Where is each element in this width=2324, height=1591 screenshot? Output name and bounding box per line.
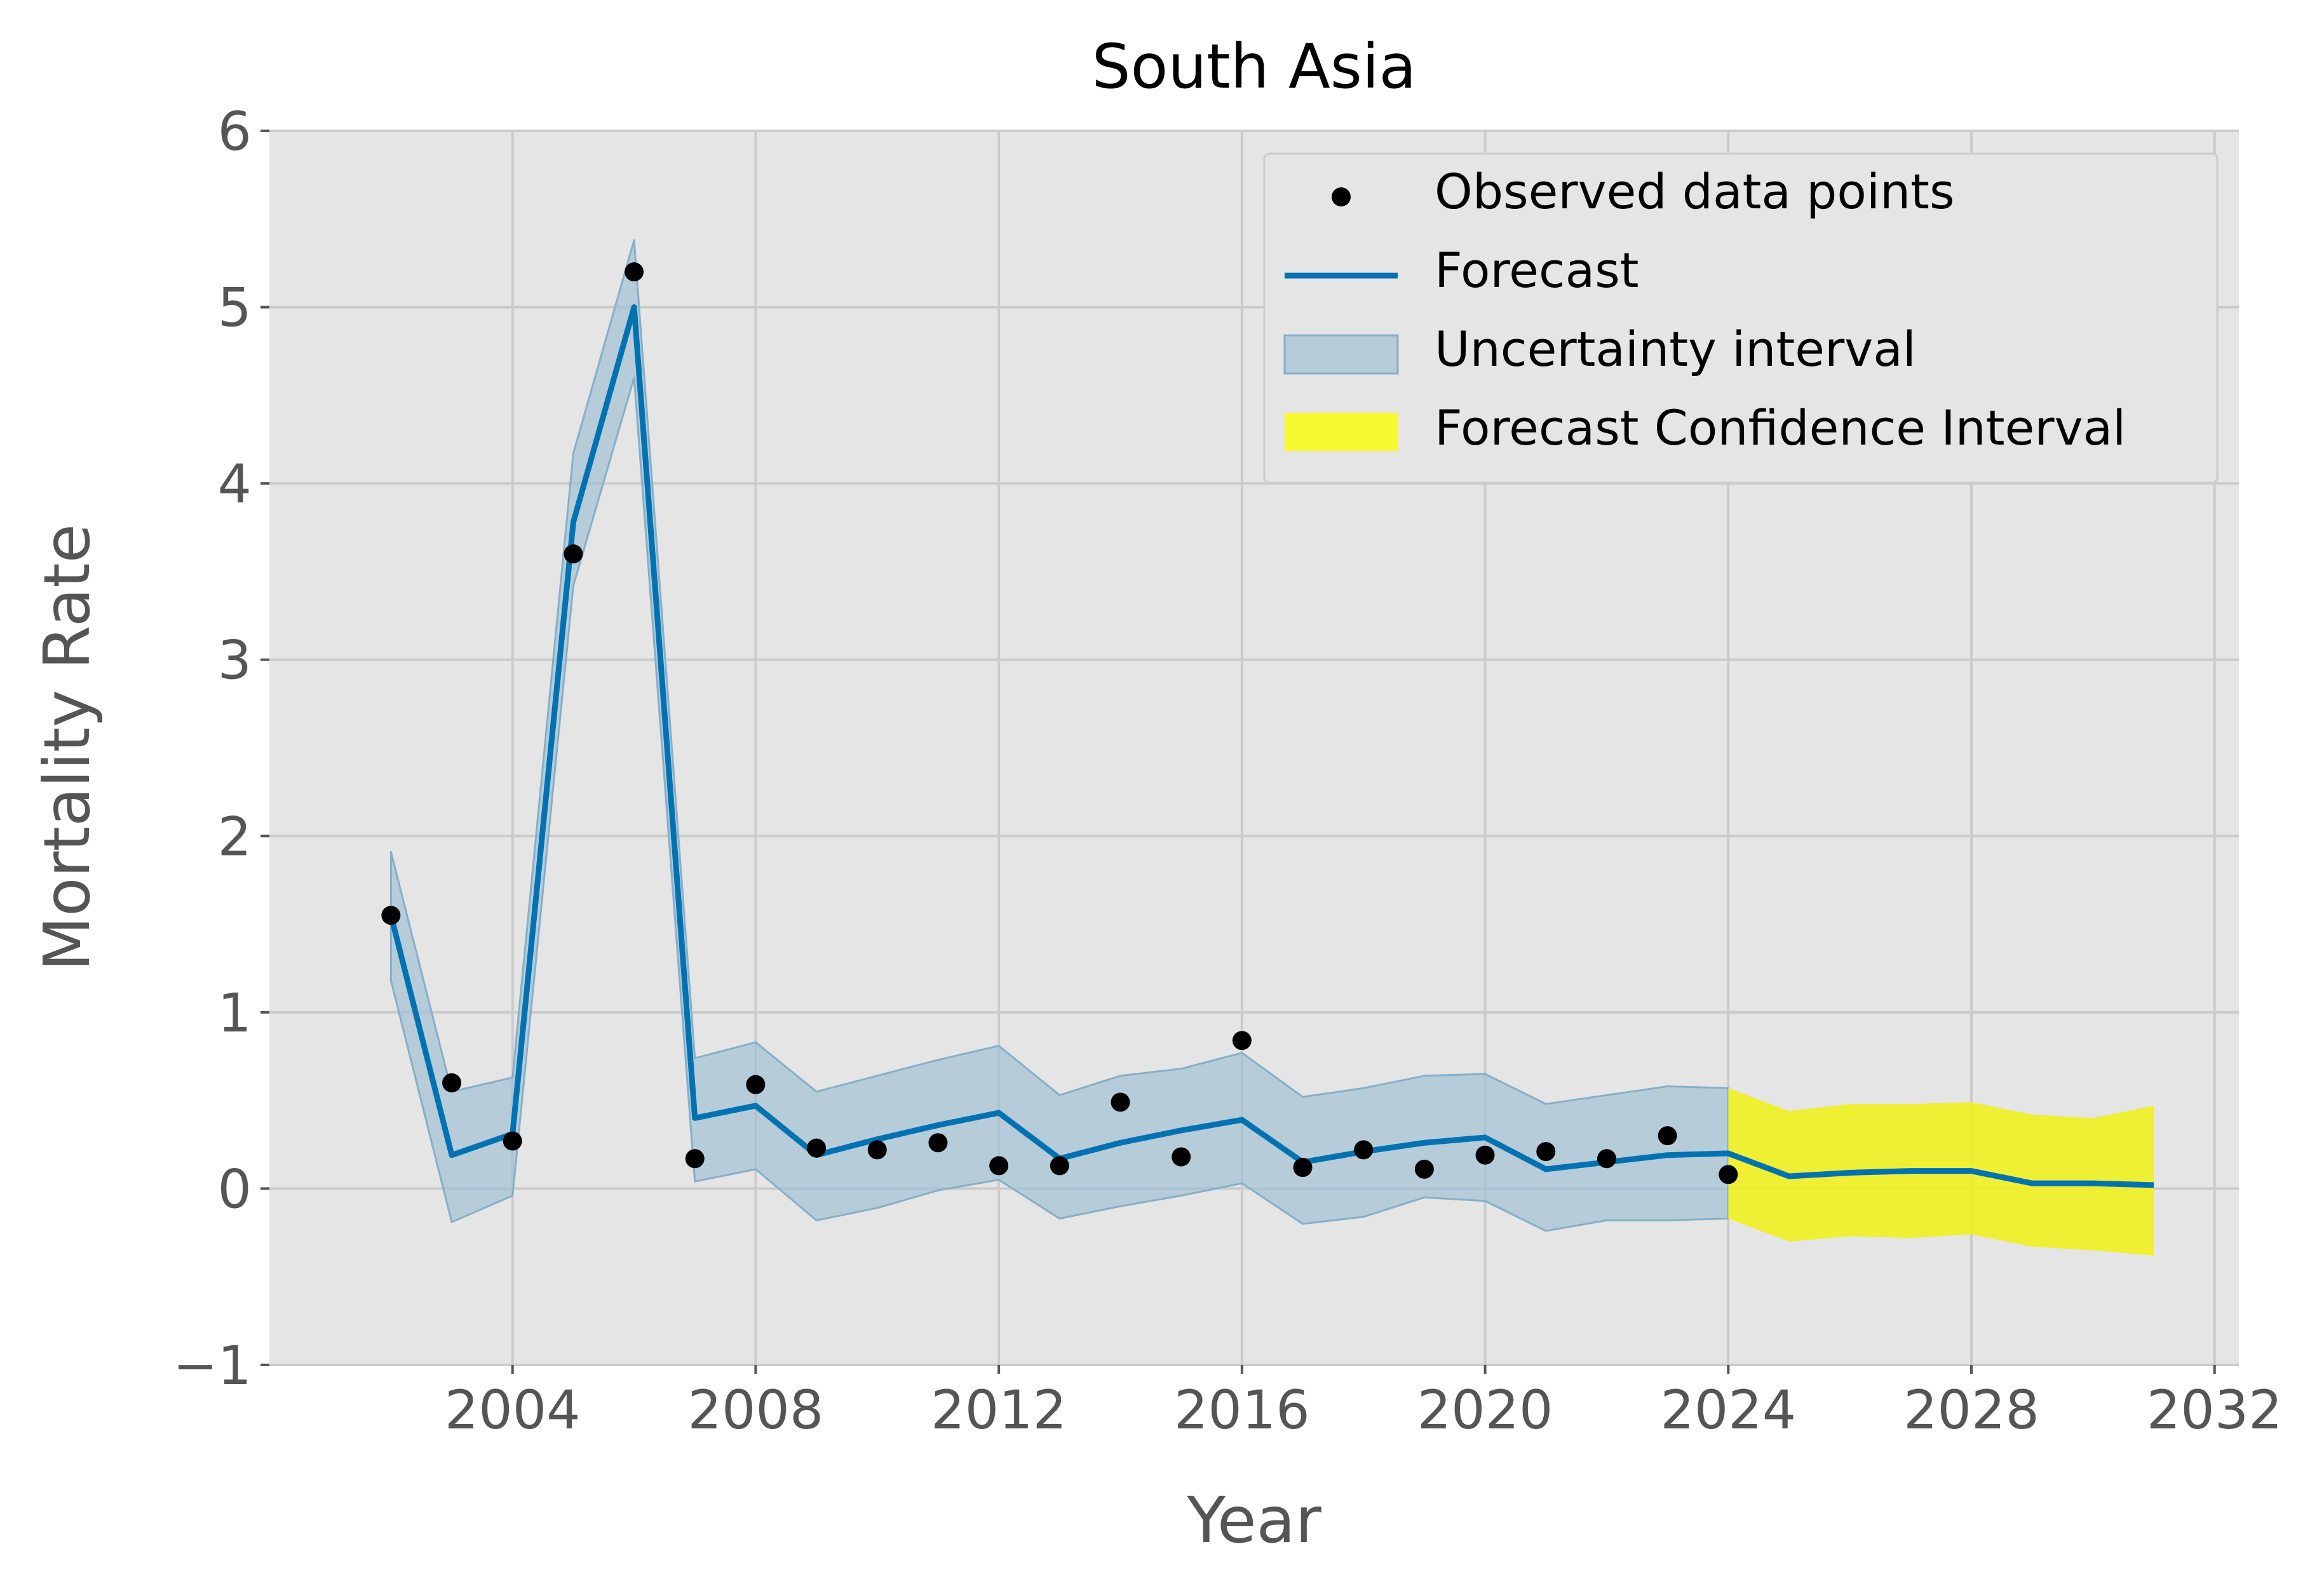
legend: Observed data points Forecast Uncertaint… [1263, 152, 2219, 484]
observed-points-layer [381, 262, 1738, 1185]
observed-data-point [1111, 1092, 1130, 1112]
observed-data-point [928, 1133, 948, 1153]
x-tick-label: 2032 [2147, 1379, 2283, 1441]
y-tick-label: 3 [218, 629, 252, 692]
observed-data-point [503, 1131, 522, 1151]
x-tick-label: 2024 [1660, 1379, 1796, 1441]
observed-data-point [381, 906, 401, 925]
legend-box [1263, 152, 2219, 484]
y-tick-label: 6 [218, 100, 252, 163]
observed-data-point [1172, 1147, 1191, 1167]
observed-data-point [625, 262, 644, 282]
observed-data-point [1232, 1031, 1252, 1051]
axes: 2004 2008 2012 2016 2020 2024 2028 2032 −1 0 1 2 3 4 5… [173, 100, 2282, 1441]
x-tick-label: 2020 [1417, 1379, 1553, 1441]
observed-data-point [1536, 1142, 1556, 1162]
y-tick-label: 1 [218, 982, 252, 1044]
observed-data-point [564, 544, 583, 564]
legend-label-observed: Observed data points [1435, 163, 1955, 220]
observed-data-point [746, 1075, 766, 1094]
observed-data-point [1475, 1145, 1495, 1165]
legend-label-uncertainty: Uncertainty interval [1435, 321, 1916, 377]
x-tick-label: 2008 [688, 1379, 824, 1441]
legend-label-forecast: Forecast [1435, 242, 1639, 299]
y-tick-label: 2 [218, 805, 252, 868]
forecast-line-layer [388, 304, 2154, 1188]
y-tick-label: 0 [218, 1158, 252, 1220]
uncertainty-interval-band [389, 239, 1729, 1232]
x-tick-label: 2004 [445, 1379, 581, 1441]
observed-data-point [1597, 1149, 1616, 1169]
observed-data-point [442, 1073, 462, 1092]
legend-marker-uncertainty [1283, 334, 1399, 375]
y-tick-label: 4 [218, 453, 252, 515]
observed-data-point [1050, 1156, 1069, 1176]
observed-data-point [1658, 1126, 1677, 1146]
legend-label-confidence: Forecast Confidence Interval [1435, 399, 2126, 456]
observed-data-point [1354, 1140, 1374, 1160]
y-tick-label: 5 [218, 277, 252, 339]
chart-title: South Asia [1092, 31, 1417, 102]
observed-data-point [867, 1140, 887, 1160]
legend-marker-confidence [1285, 413, 1398, 451]
y-axis-label: Mortality Rate [30, 524, 104, 971]
observed-data-point [807, 1138, 827, 1158]
observed-data-point [685, 1149, 705, 1169]
observed-data-point [989, 1156, 1009, 1176]
y-tick-label: −1 [173, 1334, 252, 1397]
x-tick-label: 2016 [1174, 1379, 1310, 1441]
observed-data-point [1719, 1165, 1738, 1185]
x-axis-label: Year [1186, 1483, 1322, 1557]
legend-marker-observed [1332, 187, 1351, 206]
x-tick-label: 2028 [1903, 1379, 2039, 1441]
observed-data-point [1414, 1159, 1434, 1179]
forecast-line [388, 304, 2154, 1188]
x-tick-label: 2012 [931, 1379, 1067, 1441]
observed-data-point [1293, 1158, 1313, 1178]
